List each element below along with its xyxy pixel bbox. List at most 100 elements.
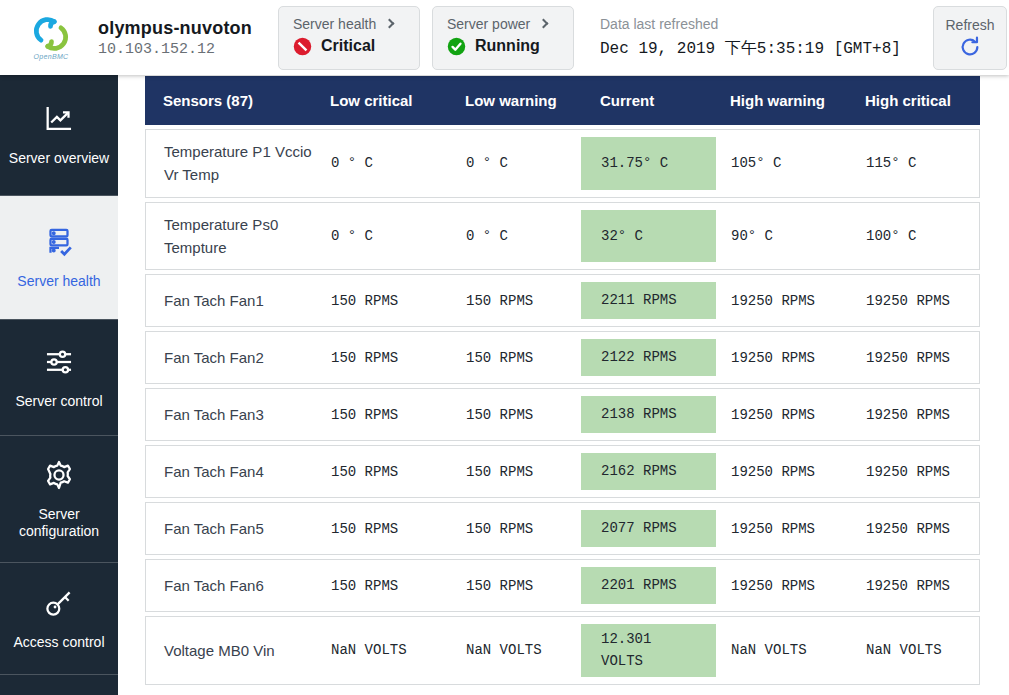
openbmc-logo: OpenBMC: [22, 16, 80, 60]
server-check-icon: [42, 225, 76, 263]
sensor-cell-low-critical: 150 RPMS: [331, 407, 466, 423]
main-content: Sensors (87) Low critical Low warning Cu…: [118, 75, 1009, 695]
server-power-status: Running: [475, 37, 540, 55]
openbmc-wordmark: OpenBMC: [34, 53, 69, 60]
openbmc-logo-icon: [32, 16, 70, 52]
sensor-row: Voltage MB0 VinNaN VOLTSNaN VOLTS12.301 …: [145, 616, 980, 685]
sensor-cell-low-critical: 150 RPMS: [331, 293, 466, 309]
sensor-name: Temperature Ps0 Tempture: [146, 203, 331, 270]
server-health-card[interactable]: Server health Critical: [278, 6, 420, 70]
sensors-table: Sensors (87) Low critical Low warning Cu…: [145, 76, 980, 685]
server-hostname: olympus-nuvoton: [98, 18, 266, 39]
sensor-cell-low-warning: 150 RPMS: [466, 578, 581, 594]
sensor-cell-low-critical: 150 RPMS: [331, 578, 466, 594]
critical-blocked-icon: [293, 37, 312, 56]
sensor-cell-current: 2211 RPMS: [581, 275, 731, 326]
sensor-cell-current: 2138 RPMS: [581, 389, 731, 440]
sensor-cell-high-warning: 19250 RPMS: [731, 350, 866, 366]
sensor-name: Temperature P1 Vccio Vr Temp: [146, 130, 331, 197]
sensor-cell-high-critical: 19250 RPMS: [866, 521, 981, 537]
sensor-cell-low-critical: 150 RPMS: [331, 464, 466, 480]
sensors-table-body: Temperature P1 Vccio Vr Temp0 ° C0 ° C31…: [145, 129, 980, 685]
current-value-chip: 2201 RPMS: [581, 567, 716, 604]
sensor-cell-low-warning: 0 ° C: [466, 228, 581, 244]
data-refreshed-timestamp: Dec 19, 2019 下午5:35:19 [GMT+8]: [600, 38, 901, 59]
sensor-cell-current: 12.301 VOLTS: [581, 617, 731, 684]
column-header-low-warning: Low warning: [465, 92, 580, 109]
top-header: OpenBMC olympus-nuvoton 10.103.152.12 Se…: [0, 0, 1009, 75]
sensor-row: Fan Tach Fan1150 RPMS150 RPMS2211 RPMS19…: [145, 274, 980, 327]
server-ip-address: 10.103.152.12: [98, 41, 266, 58]
current-value-chip: 2122 RPMS: [581, 339, 716, 376]
sidebar-item-server-overview[interactable]: Server overview: [0, 75, 118, 196]
current-value-chip: 2138 RPMS: [581, 396, 716, 433]
chevron-right-icon: [539, 19, 549, 29]
sensor-cell-high-critical: 19250 RPMS: [866, 578, 981, 594]
sensor-cell-current: 31.75° C: [581, 130, 731, 197]
refresh-icon: [959, 36, 981, 58]
sensors-table-header: Sensors (87) Low critical Low warning Cu…: [145, 76, 980, 125]
current-value-chip: 12.301 VOLTS: [581, 624, 716, 677]
sidebar-item-label: Access control: [7, 634, 110, 652]
column-header-high-critical: High critical: [865, 92, 980, 109]
sidebar-item-server-health[interactable]: Server health: [0, 196, 118, 320]
sensor-cell-high-warning: 19250 RPMS: [731, 407, 866, 423]
column-header-low-critical: Low critical: [330, 92, 465, 109]
sensor-cell-high-warning: 90° C: [731, 228, 866, 244]
sidebar-nav: Server overview Server health: [0, 75, 118, 695]
sensor-cell-low-warning: NaN VOLTS: [466, 642, 581, 658]
sensor-cell-high-warning: 105° C: [731, 155, 866, 171]
sensor-name: Fan Tach Fan6: [146, 564, 331, 607]
sensor-cell-high-critical: 19250 RPMS: [866, 350, 981, 366]
current-value-chip: 2211 RPMS: [581, 282, 716, 319]
sensor-cell-high-warning: 19250 RPMS: [731, 293, 866, 309]
sensor-name: Fan Tach Fan1: [146, 279, 331, 322]
sensor-cell-high-warning: 19250 RPMS: [731, 578, 866, 594]
sensor-cell-current: 2077 RPMS: [581, 503, 731, 554]
refresh-button-label: Refresh: [945, 17, 994, 33]
sidebar-item-access-control[interactable]: Access control: [0, 563, 118, 675]
sensor-cell-low-critical: 150 RPMS: [331, 521, 466, 537]
sensor-name: Fan Tach Fan3: [146, 393, 331, 436]
sensor-cell-low-warning: 0 ° C: [466, 155, 581, 171]
sidebar-item-label: Server overview: [3, 150, 115, 168]
sensor-cell-high-critical: 19250 RPMS: [866, 464, 981, 480]
current-value-chip: 31.75° C: [581, 137, 716, 190]
sensor-cell-high-warning: 19250 RPMS: [731, 464, 866, 480]
data-refreshed-block: Data last refreshed Dec 19, 2019 下午5:35:…: [600, 16, 901, 59]
sidebar-item-server-control[interactable]: Server control: [0, 320, 118, 436]
running-check-icon: [447, 37, 466, 56]
sensor-row: Fan Tach Fan5150 RPMS150 RPMS2077 RPMS19…: [145, 502, 980, 555]
column-header-high-warning: High warning: [730, 92, 865, 109]
sensor-row: Fan Tach Fan6150 RPMS150 RPMS2201 RPMS19…: [145, 559, 980, 612]
sensor-cell-low-warning: 150 RPMS: [466, 407, 581, 423]
sensor-cell-low-critical: 0 ° C: [331, 228, 466, 244]
sensor-cell-high-critical: 115° C: [866, 155, 981, 171]
sensor-row: Temperature P1 Vccio Vr Temp0 ° C0 ° C31…: [145, 129, 980, 198]
refresh-button[interactable]: Refresh: [933, 6, 1007, 70]
sensor-name: Fan Tach Fan5: [146, 507, 331, 550]
sensor-cell-current: 2201 RPMS: [581, 560, 731, 611]
sidebar-item-server-configuration[interactable]: Server configuration: [0, 436, 118, 563]
sensor-name: Fan Tach Fan2: [146, 336, 331, 379]
sensor-row: Temperature Ps0 Tempture0 ° C0 ° C32° C9…: [145, 202, 980, 271]
sensor-name: Voltage MB0 Vin: [146, 629, 331, 672]
sensor-cell-high-critical: 19250 RPMS: [866, 293, 981, 309]
column-header-current: Current: [580, 92, 730, 109]
gear-icon: [42, 458, 76, 496]
sensor-cell-current: 2122 RPMS: [581, 332, 731, 383]
sensor-cell-low-critical: NaN VOLTS: [331, 642, 466, 658]
sensor-cell-high-warning: 19250 RPMS: [731, 521, 866, 537]
sensor-cell-low-warning: 150 RPMS: [466, 521, 581, 537]
line-chart-icon: [42, 102, 76, 140]
server-power-card[interactable]: Server power Running: [432, 6, 574, 70]
sensor-cell-high-warning: NaN VOLTS: [731, 642, 866, 658]
sensor-cell-current: 2162 RPMS: [581, 446, 731, 497]
sensor-cell-high-critical: 100° C: [866, 228, 981, 244]
sidebar-item-label: Server health: [11, 273, 106, 291]
key-icon: [42, 586, 76, 624]
data-refreshed-label: Data last refreshed: [600, 16, 901, 32]
server-health-label: Server health: [293, 16, 376, 32]
server-power-label: Server power: [447, 16, 530, 32]
sensor-cell-low-warning: 150 RPMS: [466, 464, 581, 480]
